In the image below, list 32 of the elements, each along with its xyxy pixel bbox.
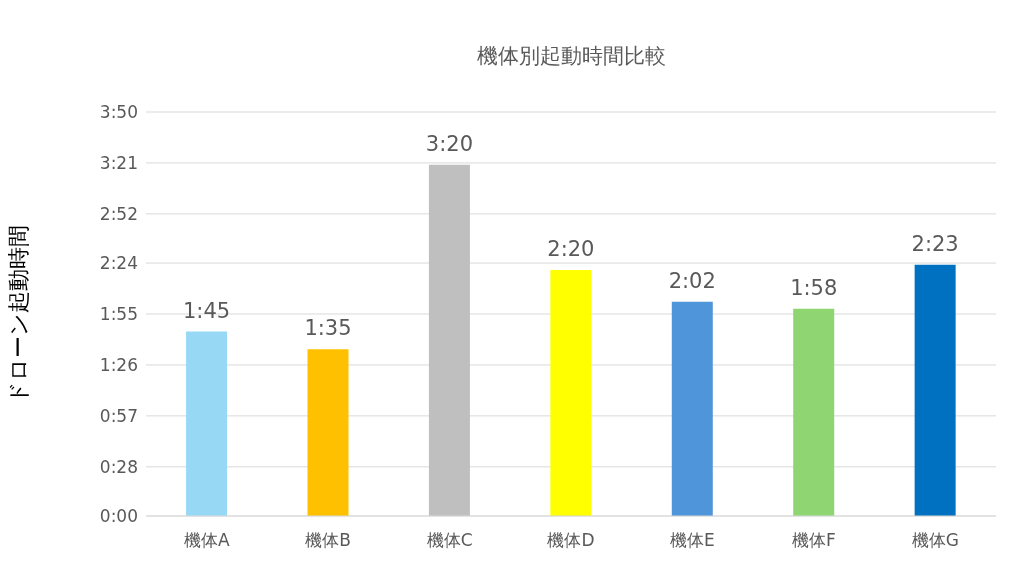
x-tick-label: 機体A (183, 530, 230, 551)
x-tick-label: 機体E (670, 530, 715, 551)
bar (307, 349, 349, 516)
data-label: 2:20 (547, 237, 595, 262)
x-tick-label: 機体B (305, 530, 351, 551)
data-label: 1:35 (304, 316, 352, 341)
data-label: 1:45 (182, 298, 231, 323)
y-tick-label: 2:52 (99, 203, 138, 224)
x-tick-label: 機体F (791, 530, 836, 551)
bar (186, 331, 228, 516)
y-tick-label: 2:24 (99, 253, 138, 274)
y-tick-label: 3:50 (99, 102, 138, 123)
bar (671, 301, 713, 516)
y-tick-label: 1:55 (99, 304, 138, 325)
bar (550, 270, 592, 516)
y-tick-label: 1:26 (99, 354, 138, 375)
y-tick-label: 3:21 (99, 152, 138, 173)
data-label: 2:02 (668, 268, 716, 293)
y-tick-label: 0:57 (99, 405, 138, 426)
chart-title: 機体別起動時間比較 (475, 43, 667, 70)
bar (914, 264, 956, 516)
bar (793, 308, 835, 516)
y-axis-title: ドローン起動時間 (5, 224, 31, 404)
data-label: 3:20 (425, 131, 474, 156)
y-tick-label: 0:28 (99, 456, 138, 477)
x-tick-label: 機体C (426, 530, 473, 551)
data-label: 2:23 (911, 231, 959, 256)
bar (428, 164, 470, 516)
x-tick-label: 機体G (911, 530, 959, 551)
y-tick-label: 0:00 (99, 506, 138, 527)
x-tick-label: 機体D (547, 530, 595, 551)
data-label: 1:58 (790, 275, 838, 300)
